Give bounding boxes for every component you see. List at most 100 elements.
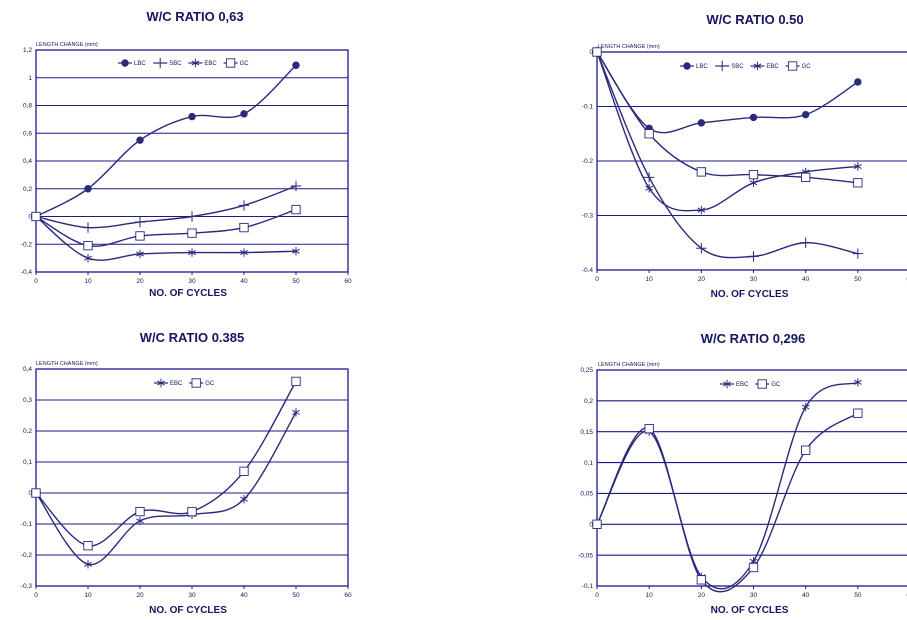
data-point-gc — [801, 445, 811, 455]
legend-marker-sbc — [717, 60, 728, 72]
y-axis-label: LENGTH CHANGE (mm) — [36, 42, 98, 48]
x-tick-label: 60 — [344, 278, 352, 285]
y-tick-label: 0,2 — [23, 186, 32, 193]
series-gc — [31, 376, 301, 551]
legend-marker-gc — [757, 379, 767, 389]
data-point-ebc — [853, 378, 862, 387]
data-point-gc — [239, 466, 249, 476]
x-axis-label: NO. OF CYCLES — [711, 605, 789, 616]
y-tick-label: 0,6 — [23, 130, 32, 137]
y-axis-label: LENGTH CHANGE (mm) — [36, 361, 98, 367]
series-line-sbc — [596, 51, 858, 259]
plot-frame — [596, 369, 907, 587]
data-point-gc — [187, 228, 197, 238]
data-point-lbc — [240, 110, 248, 118]
y-tick-label: 1,2 — [23, 47, 32, 54]
x-tick-label: 40 — [802, 592, 810, 599]
y-axis-label: LENGTH CHANGE (mm) — [598, 44, 660, 50]
x-tick-label: 50 — [292, 278, 300, 285]
x-tick-label: 40 — [802, 276, 810, 283]
y-tick-label: -0,2 — [21, 552, 33, 559]
series-sbc — [591, 46, 864, 262]
x-tick-label: 20 — [136, 278, 144, 285]
data-point-gc — [592, 47, 602, 57]
data-point-ebc — [240, 248, 248, 257]
series-lbc — [32, 61, 300, 221]
series-line-gc — [596, 412, 859, 593]
legend-marker-gc — [191, 378, 201, 388]
data-point-ebc — [136, 249, 144, 259]
y-tick-label: -0,4 — [21, 269, 33, 276]
legend-marker-lbc — [683, 62, 691, 70]
series-line-lbc — [596, 51, 859, 134]
x-tick-label: 0 — [595, 276, 599, 283]
legend-marker-lbc — [121, 59, 129, 67]
legend-label: GC — [771, 382, 781, 388]
series-lbc — [593, 48, 862, 134]
x-axis-label: NO. OF CYCLES — [149, 605, 227, 616]
y-tick-label: -0.4 — [582, 267, 594, 274]
y-tick-label: 0,2 — [23, 428, 32, 435]
x-tick-label: 10 — [84, 278, 92, 285]
data-point-ebc — [801, 402, 810, 412]
y-tick-label: -0,2 — [21, 241, 33, 248]
legend-label: SBC — [731, 64, 744, 70]
x-tick-label: 20 — [136, 592, 144, 599]
chart-title: W/C RATIO 0.385 — [140, 330, 245, 345]
chart-wc-0385: W/C RATIO 0.385 LENGTH CHANGE (mm) 0,4 0,3 0… — [21, 330, 352, 616]
legend-marker-ebc — [157, 378, 165, 388]
x-tick-label: 10 — [646, 592, 654, 599]
legend: EBC GC — [154, 378, 215, 388]
series-line-ebc — [596, 51, 858, 212]
data-point-gc — [592, 519, 602, 529]
x-tick-label: 20 — [698, 276, 706, 283]
data-point-ebc — [136, 516, 144, 526]
data-point-ebc — [853, 162, 862, 171]
legend-label: LBC — [134, 61, 146, 67]
legend-marker-gc — [225, 58, 236, 68]
data-point-sbc — [290, 180, 302, 192]
y-tick-label: 0,4 — [23, 158, 32, 165]
x-tick-label: 40 — [240, 278, 248, 285]
data-point-gc — [291, 376, 301, 387]
x-tick-label: 0 — [34, 278, 38, 285]
data-point-gc — [853, 408, 863, 418]
data-point-sbc — [186, 211, 198, 222]
legend-label: EBC — [170, 381, 183, 387]
x-tick-label: 30 — [750, 276, 758, 283]
data-point-ebc — [188, 248, 196, 257]
data-point-lbc — [801, 110, 810, 119]
legend-label: EBC — [766, 64, 779, 70]
data-point-sbc — [696, 243, 707, 254]
y-tick-label: 0,15 — [580, 429, 593, 436]
x-tick-label: 30 — [188, 592, 196, 599]
data-point-lbc — [749, 113, 758, 122]
series-gc — [592, 47, 863, 188]
data-point-sbc — [748, 251, 759, 262]
data-point-sbc — [238, 200, 250, 211]
series-gc — [592, 408, 863, 593]
data-point-sbc — [800, 237, 811, 248]
x-tick-label: 10 — [84, 592, 92, 599]
x-tick-label: 30 — [750, 592, 758, 599]
legend-marker-gc — [787, 61, 798, 71]
y-tick-label: -0,1 — [582, 583, 594, 590]
legend-marker-ebc — [191, 58, 200, 68]
series-line-lbc — [35, 64, 297, 218]
data-point-lbc — [188, 112, 196, 121]
data-point-ebc — [240, 495, 248, 504]
legend-label: GC — [240, 61, 250, 67]
x-tick-label: 0 — [595, 592, 599, 599]
legend-label: EBC — [204, 61, 217, 67]
y-tick-label: -0.2 — [582, 158, 594, 165]
y-tick-label: -0.3 — [582, 213, 594, 220]
series-line-ebc — [35, 412, 297, 566]
data-point-gc — [83, 541, 93, 551]
series-gc — [31, 204, 301, 251]
legend-marker-ebc — [753, 61, 762, 71]
data-point-ebc — [292, 246, 300, 256]
data-point-gc — [135, 506, 145, 517]
data-point-sbc — [82, 222, 94, 233]
legend-label: EBC — [736, 382, 749, 388]
y-tick-label: 0,1 — [23, 459, 32, 466]
